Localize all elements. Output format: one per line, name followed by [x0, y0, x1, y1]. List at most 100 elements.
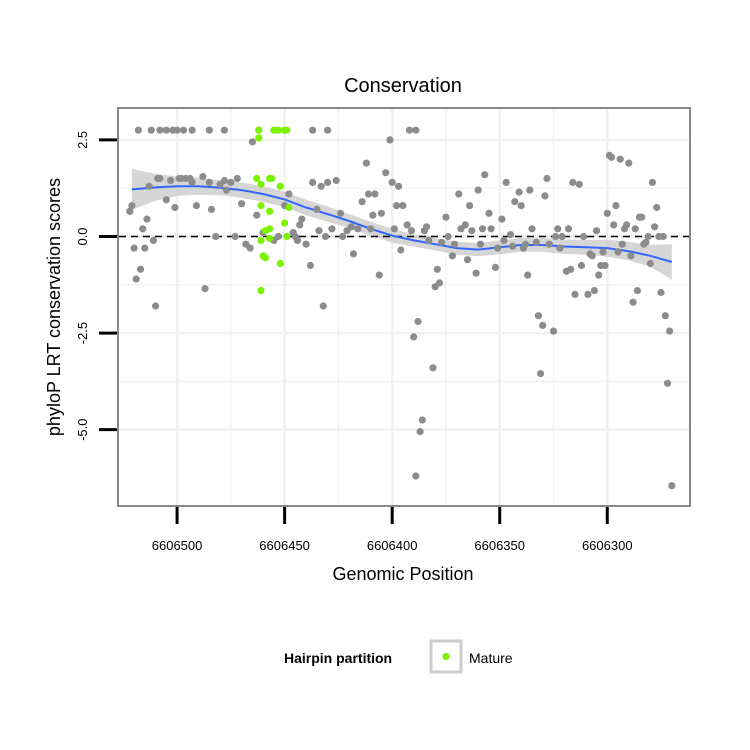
point — [571, 290, 579, 298]
point — [584, 290, 592, 298]
point — [625, 159, 633, 167]
point — [429, 364, 437, 372]
point — [644, 232, 652, 241]
point — [433, 265, 441, 273]
point — [506, 231, 515, 239]
point — [201, 285, 209, 293]
point — [659, 232, 667, 241]
data-points — [126, 126, 676, 490]
point — [332, 176, 340, 185]
point — [498, 215, 506, 223]
point-mature — [276, 182, 284, 190]
point — [397, 246, 405, 254]
point — [410, 333, 418, 341]
point — [608, 153, 616, 161]
point — [425, 236, 433, 244]
point — [599, 248, 607, 256]
y-tick-label: 2.5 — [75, 131, 90, 149]
point — [285, 190, 293, 198]
point — [248, 138, 256, 146]
point — [614, 248, 622, 256]
point — [416, 428, 424, 436]
point — [173, 126, 181, 134]
point-mature — [257, 236, 265, 244]
point — [358, 198, 366, 206]
point — [541, 192, 549, 200]
point — [362, 159, 370, 167]
point — [666, 327, 674, 335]
point — [627, 252, 635, 260]
point — [648, 178, 657, 186]
point — [575, 180, 583, 188]
point — [149, 236, 157, 244]
point — [321, 232, 330, 241]
point — [126, 207, 134, 215]
point — [590, 287, 599, 295]
point — [319, 302, 327, 310]
point — [558, 232, 566, 241]
point — [468, 227, 476, 235]
point — [377, 209, 385, 217]
point — [315, 227, 323, 235]
point — [145, 182, 153, 190]
point — [532, 238, 540, 246]
point — [139, 225, 147, 233]
point — [339, 232, 347, 241]
point-mature — [274, 126, 282, 134]
point — [549, 327, 558, 335]
point — [577, 261, 586, 270]
point — [556, 244, 564, 252]
point — [128, 202, 136, 210]
point — [399, 202, 407, 210]
point-mature — [283, 126, 291, 134]
point — [313, 205, 321, 213]
point — [162, 126, 170, 134]
point — [500, 236, 508, 244]
point — [412, 126, 420, 134]
point — [336, 209, 345, 217]
y-tick-label: -5.0 — [75, 418, 90, 440]
point — [668, 482, 676, 490]
point — [444, 232, 452, 241]
point — [633, 287, 642, 295]
point — [472, 269, 480, 277]
point — [354, 225, 362, 233]
point — [631, 225, 639, 233]
point — [569, 178, 577, 186]
point — [238, 200, 246, 208]
point-mature — [255, 134, 263, 142]
point — [309, 178, 317, 186]
point — [646, 259, 654, 268]
point — [653, 203, 661, 212]
point-mature — [281, 219, 289, 227]
point — [231, 232, 239, 241]
point — [612, 202, 620, 210]
point — [179, 126, 188, 134]
point — [423, 223, 431, 231]
point — [134, 126, 142, 134]
point-mature — [285, 203, 293, 212]
point — [603, 209, 611, 217]
point — [588, 252, 596, 260]
point — [534, 312, 543, 320]
point — [580, 232, 588, 241]
point-mature — [266, 207, 274, 215]
y-axis-title: phyloP LRT conservation scores — [44, 178, 64, 436]
point — [508, 242, 517, 250]
point — [233, 174, 241, 183]
point — [642, 238, 650, 246]
point — [207, 205, 216, 213]
point — [638, 213, 646, 221]
x-tick-label: 6606450 — [259, 538, 310, 553]
point-mature — [257, 202, 265, 210]
point — [309, 126, 317, 134]
point — [564, 225, 573, 233]
point — [461, 221, 469, 229]
point-mature — [253, 174, 261, 183]
point-mature — [266, 234, 274, 242]
point — [463, 256, 472, 264]
point — [386, 136, 394, 144]
point — [364, 190, 373, 198]
point — [435, 279, 444, 287]
point — [192, 202, 200, 210]
